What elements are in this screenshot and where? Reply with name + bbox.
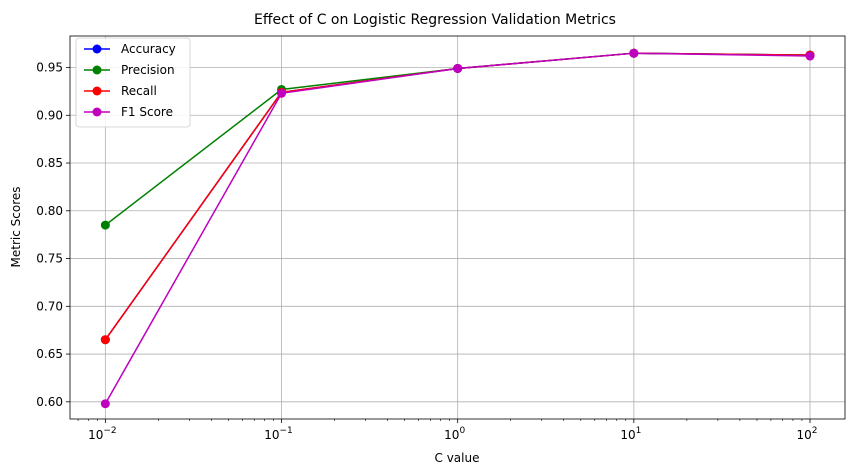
- legend-box: [75, 37, 191, 128]
- y-tick-label: 0.85: [36, 156, 63, 170]
- y-tick-label: 0.80: [36, 204, 63, 218]
- legend-marker: [92, 44, 102, 54]
- y-tick-label: 0.75: [36, 252, 63, 266]
- legend-label: Precision: [121, 63, 175, 77]
- y-tick-label: 0.90: [36, 108, 63, 122]
- x-tick-label: 100: [444, 426, 465, 442]
- data-point: [100, 335, 110, 345]
- x-tick-label: 102: [796, 426, 817, 442]
- data-point: [277, 88, 287, 98]
- axis-ticks: 10−2 10−1 100 101 102 0.60 0.65 0.70 0.75 0.80 0.8…: [36, 61, 817, 442]
- data-point: [805, 51, 815, 61]
- y-tick-label: 0.70: [36, 299, 63, 313]
- chart-title: Effect of C on Logistic Regression Valid…: [254, 12, 616, 28]
- data-point: [629, 48, 639, 58]
- x-axis-label: C value: [435, 451, 480, 465]
- plot-frame: [69, 35, 846, 420]
- data-point: [453, 63, 463, 73]
- legend-marker: [92, 107, 102, 117]
- legend-marker: [92, 86, 102, 96]
- data-series: [100, 48, 815, 409]
- y-tick-label: 0.65: [36, 347, 63, 361]
- legend-label: Accuracy: [121, 42, 176, 56]
- x-tick-label: 10−1: [264, 426, 293, 442]
- legend-marker: [92, 65, 102, 75]
- legend-label: Recall: [121, 84, 157, 98]
- legend: Accuracy Precision Recall F1 Score: [75, 37, 191, 128]
- data-point: [100, 399, 110, 409]
- legend-label: F1 Score: [121, 105, 173, 119]
- x-tick-label: 101: [620, 426, 641, 442]
- y-tick-label: 0.95: [36, 61, 63, 75]
- data-point: [100, 220, 110, 230]
- series-f1-score: [100, 48, 815, 409]
- y-tick-label: 0.60: [36, 395, 63, 409]
- y-axis-label: Metric Scores: [9, 187, 23, 268]
- x-tick-label: 10−2: [88, 426, 117, 442]
